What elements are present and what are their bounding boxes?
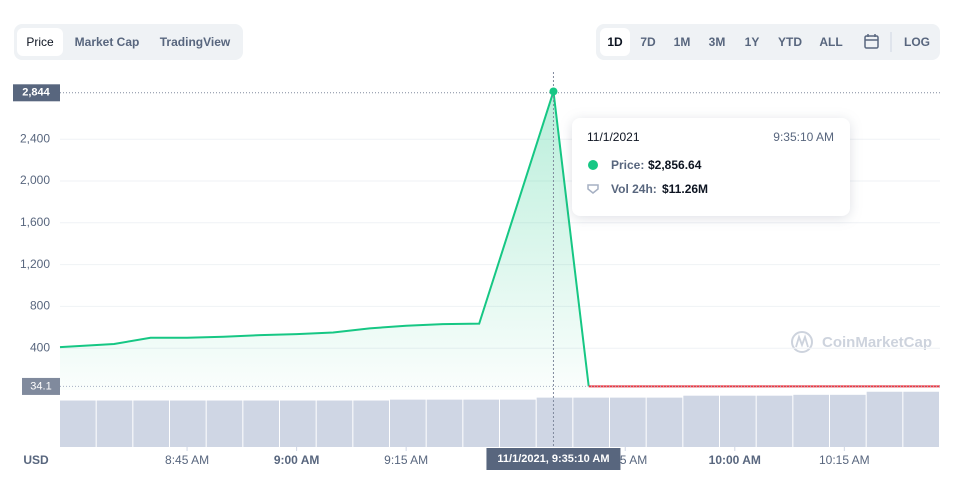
tooltip: 11/1/2021 9:35:10 AM Price: $2,856.64 Vo… — [572, 118, 850, 216]
tooltip-date: 11/1/2021 — [587, 130, 640, 144]
range-button[interactable]: 3M — [709, 35, 726, 49]
volume-bar — [830, 394, 866, 447]
volume-bar — [426, 399, 463, 447]
tooltip-box — [572, 118, 850, 216]
x-tick-label: 9:00 AM — [274, 453, 320, 467]
calendar-button[interactable] — [864, 34, 879, 49]
volume-bar — [903, 391, 939, 447]
currency-label: USD — [23, 453, 49, 467]
volume-bar — [866, 391, 903, 447]
tooltip-price-label: Price: — [611, 158, 644, 172]
volume-bar — [316, 400, 353, 447]
tab-selected-bg — [17, 28, 63, 56]
x-tick-label: 10:15 AM — [819, 453, 870, 467]
x-tick-label: 8:45 AM — [165, 453, 209, 467]
watermark: CoinMarketCap — [791, 331, 932, 353]
tab[interactable]: TradingView — [160, 35, 231, 49]
range-button[interactable]: 7D — [640, 35, 656, 49]
volume-bar — [390, 399, 426, 447]
tab[interactable]: Market Cap — [75, 35, 140, 49]
y-tick-label: 1,200 — [20, 257, 50, 271]
volume-bar — [206, 400, 243, 447]
range-button[interactable]: ALL — [819, 35, 842, 49]
volume-bar — [610, 397, 646, 447]
tab[interactable]: Price — [26, 35, 54, 49]
last-price-box — [22, 377, 60, 395]
volume-bar — [500, 399, 536, 447]
toolbar: Price Market Cap TradingView 1D 7D 1M 3M… — [14, 24, 940, 60]
range-group — [596, 24, 940, 60]
volume-bar — [646, 397, 683, 447]
y-tick-label: 1,600 — [20, 215, 50, 229]
tooltip-price-dot — [588, 160, 598, 170]
volume-bar — [793, 394, 829, 447]
y-tick-label: 2,400 — [20, 131, 50, 145]
hover-point — [549, 87, 558, 96]
tooltip-price: $2,856.64 — [648, 158, 702, 172]
tooltip-volume-icon — [587, 184, 599, 194]
range-button[interactable]: YTD — [778, 35, 802, 49]
log-button[interactable]: LOG — [904, 35, 930, 49]
volume-bar — [536, 397, 573, 447]
y-tick-label: 400 — [30, 340, 50, 354]
volume-bar — [353, 400, 389, 447]
tab-group — [14, 24, 243, 60]
last-price-label: 34.1 — [30, 380, 51, 392]
volume-bar — [280, 400, 316, 447]
volume-bar — [96, 400, 133, 447]
range-selected-bg — [600, 28, 630, 56]
tooltip-volume-label: Vol 24h: — [611, 182, 657, 196]
range-button[interactable]: 1D — [607, 35, 623, 49]
y-tick-label: 2,000 — [20, 173, 50, 187]
y-tick-label: 800 — [30, 299, 50, 313]
hover-y-label: 2,844 — [22, 87, 50, 99]
volume-bar — [133, 400, 169, 447]
volume-bar — [756, 395, 793, 447]
plot: 400 800 1,200 1,600 2,000 2,400 8:45 AM 9:00 AM… — [13, 72, 940, 470]
hover-x-box — [486, 448, 621, 470]
price-line — [59, 91, 590, 387]
x-tick-label: 10:00 AM — [709, 453, 761, 467]
volume-bar — [573, 397, 609, 447]
price-area — [60, 91, 589, 391]
volume-bar — [463, 399, 499, 447]
tooltip-time: 9:35:10 AM — [773, 130, 834, 144]
range-button[interactable]: 1M — [674, 35, 691, 49]
tooltip-volume: $11.26M — [662, 182, 708, 196]
range-button[interactable]: 1Y — [745, 35, 760, 49]
volume-bar — [683, 395, 719, 447]
x-tick-label: 9:15 AM — [384, 453, 428, 467]
watermark-text: CoinMarketCap — [822, 334, 932, 351]
volume-bar — [720, 395, 756, 447]
hover-x-label: 11/1/2021, 9:35:10 AM — [497, 453, 609, 465]
volume-bar — [243, 400, 279, 447]
volume-bar — [60, 400, 96, 447]
volume-bar — [170, 400, 206, 447]
hover-y-box — [13, 84, 60, 102]
